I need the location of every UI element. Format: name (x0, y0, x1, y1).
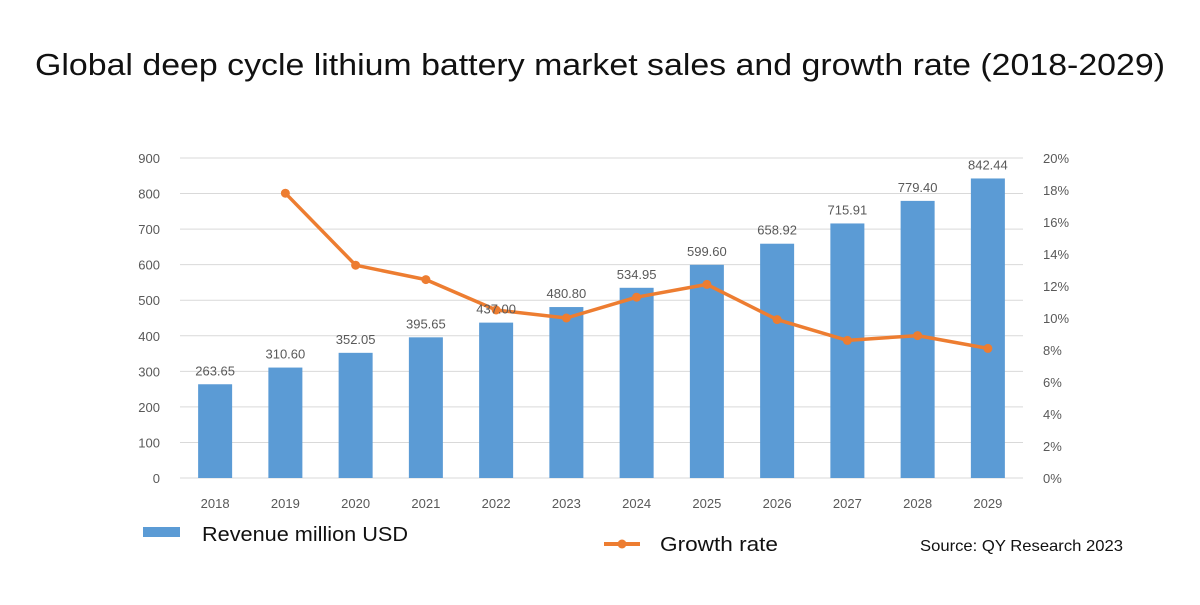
growth-point (702, 279, 712, 289)
growth-point (983, 343, 993, 353)
left-tick-label: 100 (138, 435, 160, 450)
x-tick-label: 2024 (622, 496, 651, 511)
bar-data-label: 395.65 (406, 316, 446, 331)
bar (338, 352, 373, 478)
legend-bar-label: Revenue million USD (202, 524, 408, 546)
left-tick-label: 800 (138, 187, 160, 202)
x-tick-label: 2020 (341, 496, 370, 511)
x-tick-label: 2023 (552, 496, 581, 511)
bar (830, 223, 865, 478)
right-tick-label: 14% (1043, 247, 1069, 262)
growth-point (632, 292, 642, 302)
left-tick-label: 700 (138, 222, 160, 237)
right-tick-label: 10% (1043, 311, 1069, 326)
left-tick-label: 400 (138, 329, 160, 344)
left-axis-ticks: 0 100 200 300 400 500 600 700 800 900 (138, 151, 160, 486)
bar-data-label: 779.40 (898, 180, 938, 195)
left-tick-label: 600 (138, 258, 160, 273)
bar (268, 367, 303, 478)
growth-point (491, 305, 501, 315)
right-tick-label: 12% (1043, 279, 1069, 294)
left-tick-label: 200 (138, 400, 160, 415)
bar (408, 337, 443, 478)
right-tick-label: 16% (1043, 215, 1069, 230)
left-tick-label: 300 (138, 364, 160, 379)
bar (619, 287, 654, 478)
gridlines (180, 157, 1023, 479)
bar-data-label: 715.91 (827, 202, 867, 217)
bar (760, 243, 795, 478)
growth-point (913, 331, 923, 341)
source-note: Source: QY Research 2023 (920, 538, 1123, 555)
bar-data-label: 842.44 (968, 157, 1008, 172)
right-tick-label: 4% (1043, 407, 1062, 422)
bar-data-label: 534.95 (617, 267, 657, 282)
x-tick-label: 2025 (692, 496, 721, 511)
x-tick-label: 2027 (833, 496, 862, 511)
data-labels: 263.65 310.60 352.05 395.65 437.00 480.80 534.… (195, 157, 1008, 378)
legend-line-label: Growth rate (660, 534, 778, 556)
bar-data-label: 352.05 (336, 332, 376, 347)
right-tick-label: 18% (1043, 183, 1069, 198)
bar-data-label: 480.80 (546, 286, 586, 301)
bar-data-label: 310.60 (265, 347, 305, 362)
left-tick-label: 500 (138, 293, 160, 308)
bar-data-label: 599.60 (687, 244, 727, 259)
growth-line (280, 188, 993, 353)
x-tick-label: 2021 (411, 496, 440, 511)
legend-line-marker (617, 539, 627, 549)
right-tick-label: 0% (1043, 471, 1062, 486)
right-tick-label: 6% (1043, 375, 1062, 390)
x-tick-label: 2028 (903, 496, 932, 511)
growth-point (280, 188, 290, 198)
x-tick-label: 2018 (201, 496, 230, 511)
chart-title: Global deep cycle lithium battery market… (35, 47, 1165, 82)
right-axis-ticks: 0% 2% 4% 6% 8% 10% 12% 14% 16% 18% 20% (1043, 151, 1069, 486)
x-tick-label: 2029 (973, 496, 1002, 511)
bar-data-label: 263.65 (195, 363, 235, 378)
legend-bar-swatch (143, 527, 180, 537)
right-tick-label: 2% (1043, 439, 1062, 454)
x-tick-label: 2019 (271, 496, 300, 511)
right-tick-label: 20% (1043, 151, 1069, 166)
growth-point (351, 260, 361, 270)
bar (689, 264, 724, 478)
bar (549, 307, 584, 478)
growth-point (561, 313, 571, 323)
x-tick-label: 2026 (763, 496, 792, 511)
bar (970, 178, 1005, 479)
bar (479, 322, 514, 478)
bar-data-label: 437.00 (476, 302, 516, 317)
bar (198, 384, 233, 478)
growth-point (772, 315, 782, 325)
bar-data-label: 658.92 (757, 223, 797, 238)
left-tick-label: 0 (153, 471, 160, 486)
x-tick-label: 2022 (482, 496, 511, 511)
x-axis-ticks: 2018 2019 2020 2021 2022 2023 2024 2025 2026 2027… (201, 496, 1003, 511)
left-tick-label: 900 (138, 151, 160, 166)
right-tick-label: 8% (1043, 343, 1062, 358)
growth-point (842, 335, 852, 345)
growth-point (421, 275, 431, 285)
bars (198, 178, 1005, 479)
